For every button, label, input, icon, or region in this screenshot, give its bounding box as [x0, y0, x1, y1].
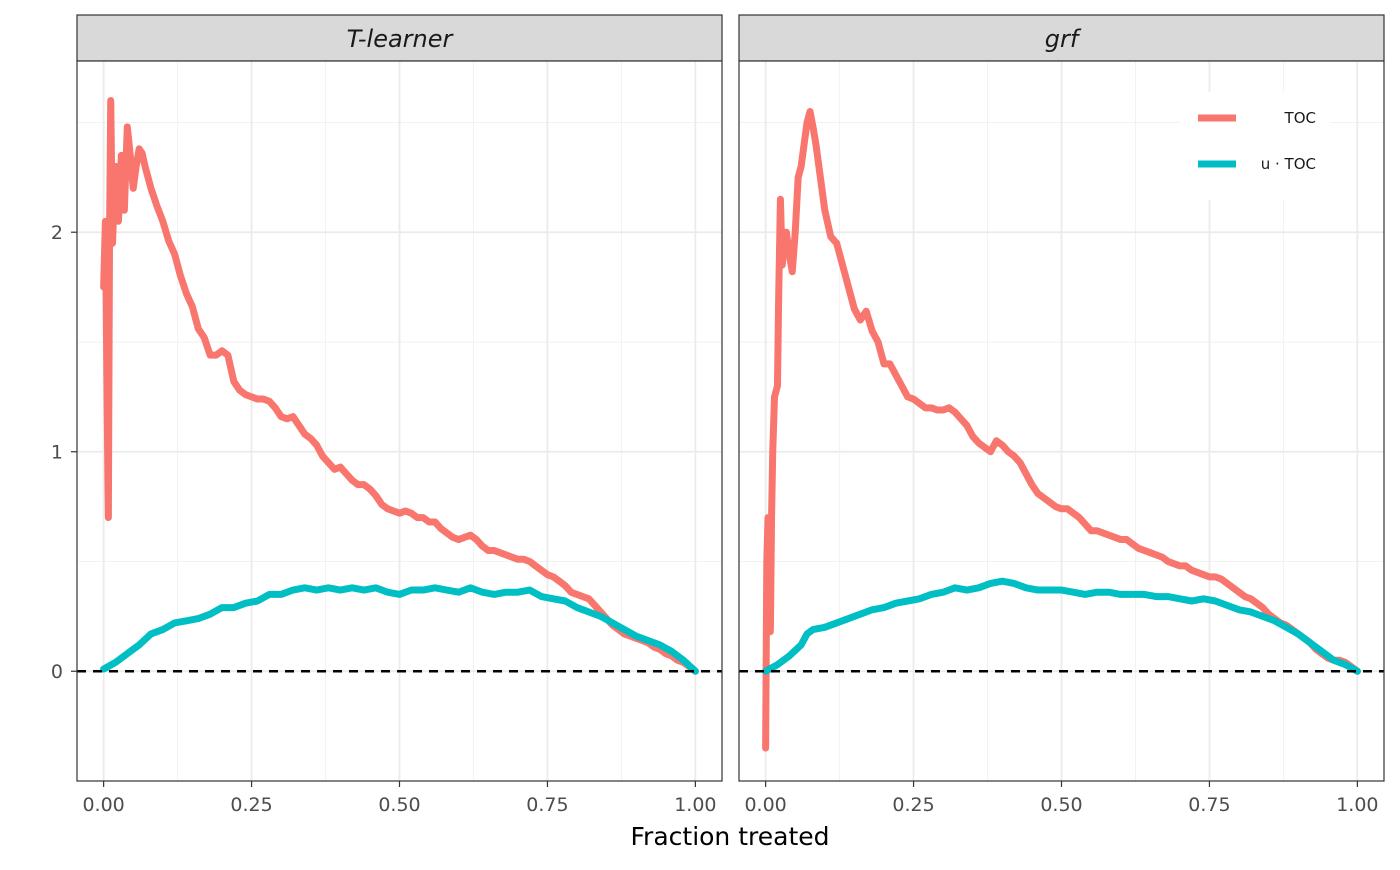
legend-background [1180, 92, 1330, 200]
x-tick-label: 1.00 [1336, 794, 1378, 816]
x-tick-label: 0.25 [892, 794, 934, 816]
x-tick-label: 0.00 [82, 794, 124, 816]
x-tick-label: 0.50 [1040, 794, 1082, 816]
facet-strip-title: grf [1045, 25, 1082, 53]
x-axis-ticks: 0.00 0.25 0.50 0.75 1.00 [82, 781, 717, 816]
x-tick-label: 0.75 [1188, 794, 1230, 816]
y-tick-label: 0 [51, 661, 63, 683]
x-tick-label: 0.50 [378, 794, 420, 816]
y-axis-ticks: 0 1 2 [51, 222, 77, 683]
toc-series-line [762, 107, 1361, 752]
series-lines [739, 107, 1384, 752]
legend: TOC u · TOC [1180, 92, 1330, 200]
x-tick-label: 1.00 [674, 794, 716, 816]
facet-strip-background [738, 14, 1385, 62]
legend-label: TOC [1284, 109, 1316, 127]
facet-panel-t-learner: T-learner 0.00 0.25 0.50 0.75 1.00 0 1 2 [51, 14, 723, 816]
x-axis-ticks: 0.00 0.25 0.50 0.75 1.00 [744, 781, 1379, 816]
x-tick-label: 0.75 [526, 794, 568, 816]
toc-series-line [100, 97, 699, 675]
x-axis-title: Fraction treated [630, 822, 829, 851]
facet-panel-grf: grf 0.00 0.25 0.50 0.75 1.00 TOC u · TOC [738, 14, 1385, 816]
legend-label: u · TOC [1261, 155, 1316, 173]
facet-strip-title: T-learner [347, 25, 455, 53]
y-tick-label: 1 [51, 442, 63, 464]
u-toc-series-line [100, 584, 699, 675]
x-tick-label: 0.00 [744, 794, 786, 816]
x-tick-label: 0.25 [230, 794, 272, 816]
facet-strip-background [76, 14, 723, 62]
series-lines [77, 97, 722, 675]
y-tick-label: 2 [51, 222, 63, 244]
u-toc-series-line [762, 577, 1361, 675]
